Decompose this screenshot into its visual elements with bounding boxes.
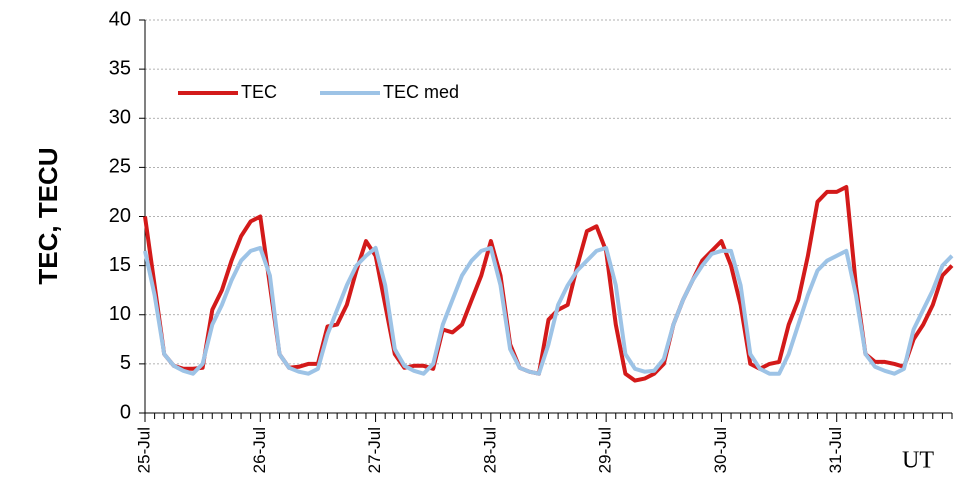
x-tick-label: 31-Jul — [826, 427, 845, 473]
x-tick-label: 26-Jul — [250, 427, 269, 473]
y-tick-label: 40 — [109, 8, 131, 30]
x-axis-label: UT — [902, 448, 934, 474]
series-line — [143, 185, 954, 383]
x-tick-label: 25-Jul — [134, 427, 153, 473]
x-tick-label: 28-Jul — [480, 427, 499, 473]
y-tick-label: 25 — [109, 156, 131, 178]
y-tick-label: 20 — [109, 205, 131, 227]
y-axis-label: TEC, TECU — [33, 147, 63, 284]
legend-label: TEC med — [383, 82, 459, 102]
x-tick-label: 30-Jul — [711, 427, 730, 473]
y-tick-label: 30 — [109, 107, 131, 129]
y-tick-label: 0 — [120, 401, 131, 423]
y-tick-label: 15 — [109, 254, 131, 276]
x-tick-label: 29-Jul — [596, 427, 615, 473]
series-line — [143, 245, 954, 376]
x-tick-label: 27-Jul — [365, 427, 384, 473]
legend-label: TEC — [241, 82, 277, 102]
y-tick-label: 35 — [109, 57, 131, 79]
y-tick-label: 5 — [120, 352, 131, 374]
y-tick-label: 10 — [109, 303, 131, 325]
